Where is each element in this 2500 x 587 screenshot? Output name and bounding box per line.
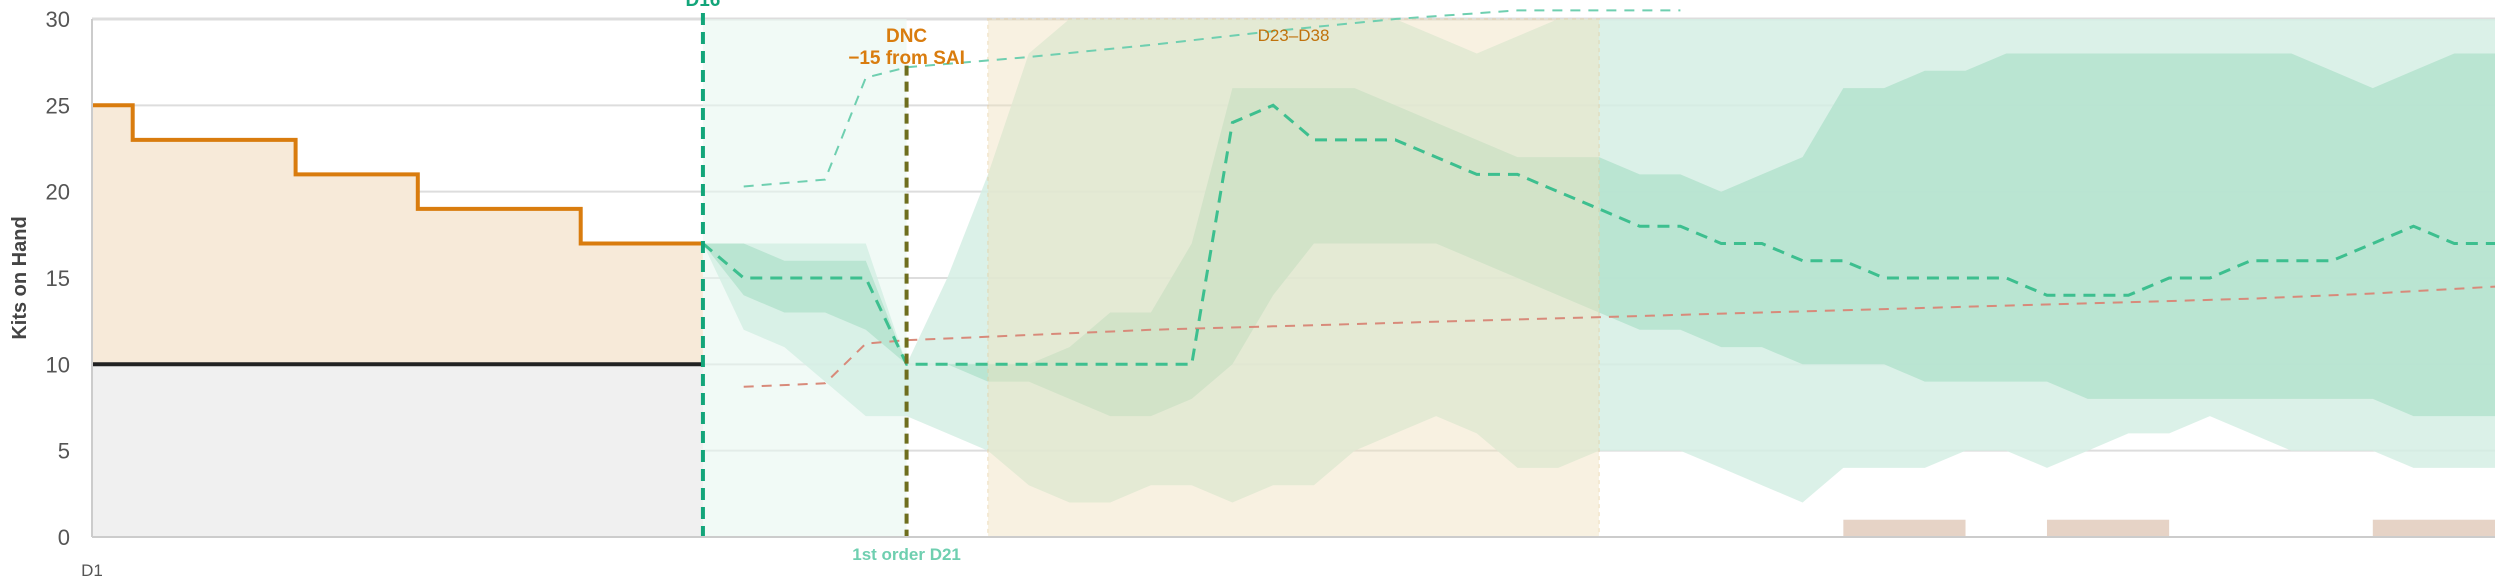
first-order-label: 1st order D21 [852,545,961,564]
dnc-sublabel: −15 from SAI [848,48,965,69]
history-line [92,103,703,246]
axes: 0 5 10 15 20 25 30 [46,7,2495,550]
stockout-segment [1843,519,1966,537]
event-markers [700,13,909,537]
y-tick-label: 10 [46,352,70,377]
lower-reference-line [743,285,2496,388]
dnc-label: DNC [886,26,927,47]
delivery-window [987,18,1600,538]
y-tick-label: 5 [58,439,70,464]
y-tick-label: 20 [46,180,70,205]
stockout-segment [2046,519,2170,537]
x-tick-label: D1 [81,561,103,580]
y-tick-label: 25 [46,93,70,118]
forecast-lines [701,9,2496,388]
forecast-bands [702,18,2495,538]
y-tick-label: 0 [58,525,70,550]
floor-area [92,364,703,537]
forecast-band-inner [702,53,2495,417]
stockout-segment [2372,519,2495,537]
y-tick-label: 30 [46,7,70,32]
history-series [92,103,703,538]
window-label: D23–D38 [1258,26,1330,45]
forecast-median-line [701,103,2495,366]
upper-reference-line [743,9,1681,188]
y-tick-label: 15 [46,266,70,291]
y-axis-title: Kits on Hand [9,216,31,339]
today-label: D16 [686,0,721,11]
